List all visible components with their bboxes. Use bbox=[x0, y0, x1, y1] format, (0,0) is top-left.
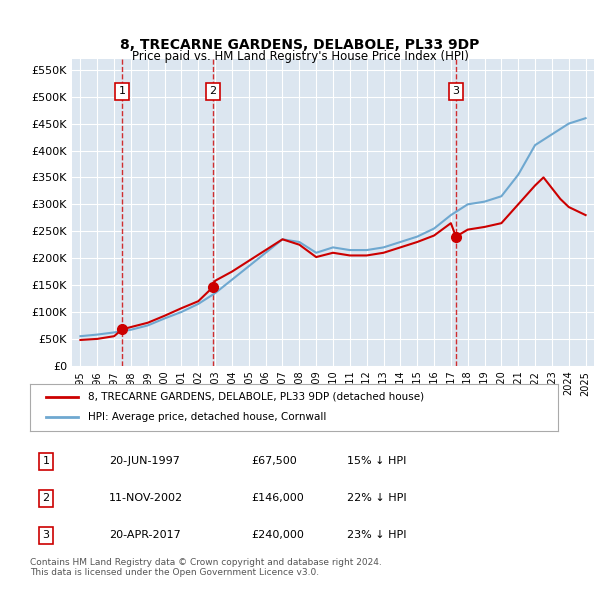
Text: HPI: Average price, detached house, Cornwall: HPI: Average price, detached house, Corn… bbox=[88, 412, 326, 422]
Text: Contains HM Land Registry data © Crown copyright and database right 2024.
This d: Contains HM Land Registry data © Crown c… bbox=[30, 558, 382, 577]
Text: 3: 3 bbox=[43, 530, 49, 540]
Text: £67,500: £67,500 bbox=[252, 456, 298, 466]
Text: 3: 3 bbox=[452, 86, 460, 96]
Text: 20-APR-2017: 20-APR-2017 bbox=[109, 530, 181, 540]
Text: 8, TRECARNE GARDENS, DELABOLE, PL33 9DP: 8, TRECARNE GARDENS, DELABOLE, PL33 9DP bbox=[121, 38, 479, 53]
Text: £240,000: £240,000 bbox=[252, 530, 305, 540]
Text: 15% ↓ HPI: 15% ↓ HPI bbox=[347, 456, 406, 466]
Text: 23% ↓ HPI: 23% ↓ HPI bbox=[347, 530, 406, 540]
Text: 2: 2 bbox=[42, 493, 49, 503]
Text: 20-JUN-1997: 20-JUN-1997 bbox=[109, 456, 180, 466]
Text: 11-NOV-2002: 11-NOV-2002 bbox=[109, 493, 184, 503]
Text: 22% ↓ HPI: 22% ↓ HPI bbox=[347, 493, 406, 503]
Text: Price paid vs. HM Land Registry's House Price Index (HPI): Price paid vs. HM Land Registry's House … bbox=[131, 50, 469, 63]
Text: 8, TRECARNE GARDENS, DELABOLE, PL33 9DP (detached house): 8, TRECARNE GARDENS, DELABOLE, PL33 9DP … bbox=[88, 392, 424, 402]
Text: 1: 1 bbox=[118, 86, 125, 96]
Text: 2: 2 bbox=[209, 86, 217, 96]
Text: £146,000: £146,000 bbox=[252, 493, 305, 503]
Text: 1: 1 bbox=[43, 456, 49, 466]
